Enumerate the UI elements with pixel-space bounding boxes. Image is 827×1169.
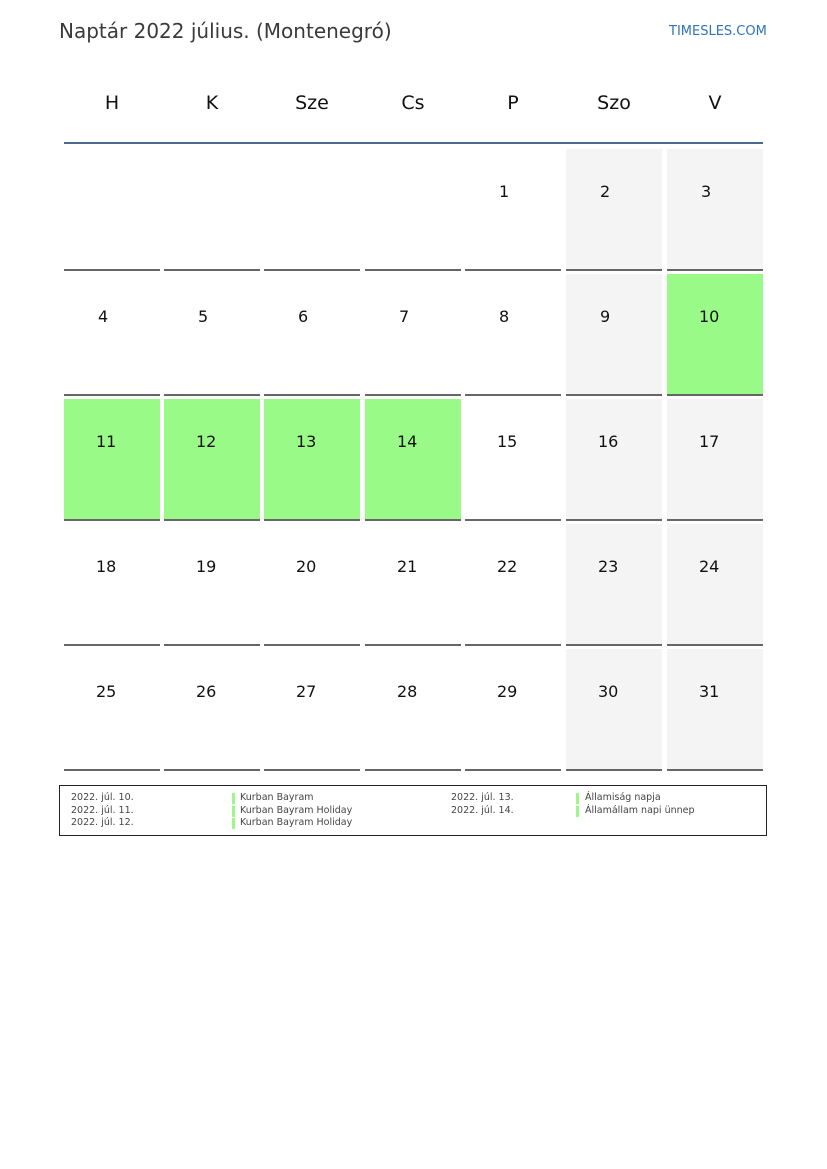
day-number: 11 (96, 432, 117, 451)
day-number: 13 (296, 432, 317, 451)
day-cell[interactable]: 5 (164, 274, 260, 396)
day-cell[interactable]: 8 (465, 274, 561, 396)
day-number: 8 (499, 307, 510, 326)
day-number: 17 (699, 432, 720, 451)
day-cell[interactable]: 26 (164, 649, 260, 771)
day-number: 14 (397, 432, 418, 451)
day-number: 22 (497, 557, 518, 576)
holiday-color-marker (232, 818, 235, 829)
day-cell[interactable]: 19 (164, 524, 260, 646)
day-cell[interactable]: 31 (667, 649, 763, 771)
day-number: 18 (96, 557, 117, 576)
day-number: 5 (198, 307, 209, 326)
day-cell[interactable]: 2 (566, 149, 662, 271)
day-cell[interactable]: 1 (465, 149, 561, 271)
day-number: 15 (497, 432, 518, 451)
day-number: 28 (397, 682, 418, 701)
day-cell[interactable]: 27 (264, 649, 360, 771)
day-cell[interactable]: 4 (64, 274, 160, 396)
day-cell[interactable]: 24 (667, 524, 763, 646)
day-cell[interactable]: 3 (667, 149, 763, 271)
day-cell[interactable]: 20 (264, 524, 360, 646)
day-number: 26 (196, 682, 217, 701)
day-cell[interactable]: 14 (365, 399, 461, 521)
day-cell[interactable]: 16 (566, 399, 662, 521)
day-number: 2 (600, 182, 611, 201)
holiday-legend: 2022. júl. 10. Kurban Bayram 2022. júl. 11… (59, 785, 767, 836)
day-cell[interactable]: 10 (667, 274, 763, 396)
legend-holiday-name: Kurban Bayram (240, 792, 314, 803)
weekday-header: Sze (295, 92, 329, 114)
day-number: 27 (296, 682, 317, 701)
weekday-header: K (205, 92, 219, 114)
weekday-header: V (708, 92, 722, 114)
holiday-color-marker (232, 793, 235, 804)
day-number: 10 (699, 307, 720, 326)
legend-holiday-name: Államiság napja (585, 792, 661, 803)
day-cell[interactable]: 28 (365, 649, 461, 771)
day-cell[interactable]: 7 (365, 274, 461, 396)
day-cell (164, 149, 260, 271)
weekday-header: Cs (401, 92, 425, 114)
day-cell[interactable]: 9 (566, 274, 662, 396)
day-number: 24 (699, 557, 720, 576)
day-number: 4 (98, 307, 109, 326)
day-cell[interactable]: 6 (264, 274, 360, 396)
day-number: 1 (499, 182, 510, 201)
day-number: 9 (600, 307, 611, 326)
day-cell (365, 149, 461, 271)
day-cell (64, 149, 160, 271)
day-number: 16 (598, 432, 619, 451)
legend-date: 2022. júl. 14. (451, 804, 514, 816)
legend-date: 2022. júl. 12. (71, 817, 134, 828)
legend-holiday-name: Államállam napi ünnep (585, 804, 695, 816)
day-number: 7 (399, 307, 410, 326)
day-cell[interactable]: 23 (566, 524, 662, 646)
day-number: 31 (699, 682, 720, 701)
legend-holiday-name: Kurban Bayram Holiday (240, 817, 353, 828)
day-number: 25 (96, 682, 117, 701)
day-number: 12 (196, 432, 217, 451)
day-cell[interactable]: 11 (64, 399, 160, 521)
weekday-header: H (104, 92, 120, 114)
legend-date: 2022. júl. 11. (71, 804, 134, 816)
day-number: 3 (701, 182, 712, 201)
day-cell[interactable]: 18 (64, 524, 160, 646)
day-cell[interactable]: 13 (264, 399, 360, 521)
day-cell[interactable]: 12 (164, 399, 260, 521)
day-cell[interactable]: 15 (465, 399, 561, 521)
day-cell[interactable]: 25 (64, 649, 160, 771)
day-cell[interactable]: 29 (465, 649, 561, 771)
day-cell[interactable]: 30 (566, 649, 662, 771)
holiday-color-marker (576, 793, 579, 804)
day-number: 20 (296, 557, 317, 576)
brand-link[interactable]: TIMESLES.COM (669, 24, 767, 39)
day-cell[interactable]: 22 (465, 524, 561, 646)
day-number: 19 (196, 557, 217, 576)
header-divider (64, 142, 763, 144)
day-number: 23 (598, 557, 619, 576)
day-number: 30 (598, 682, 619, 701)
weekday-header: Szo (597, 92, 631, 114)
holiday-color-marker (232, 805, 235, 817)
page-title: Naptár 2022 július. (Montenegró) (59, 19, 392, 43)
day-number: 29 (497, 682, 518, 701)
legend-date: 2022. júl. 10. (71, 792, 134, 803)
day-cell[interactable]: 21 (365, 524, 461, 646)
day-cell[interactable]: 17 (667, 399, 763, 521)
day-cell (264, 149, 360, 271)
holiday-color-marker (576, 805, 579, 817)
legend-date: 2022. júl. 13. (451, 792, 514, 803)
day-number: 6 (298, 307, 309, 326)
legend-holiday-name: Kurban Bayram Holiday (240, 804, 353, 816)
weekday-header: P (507, 92, 519, 114)
day-number: 21 (397, 557, 418, 576)
